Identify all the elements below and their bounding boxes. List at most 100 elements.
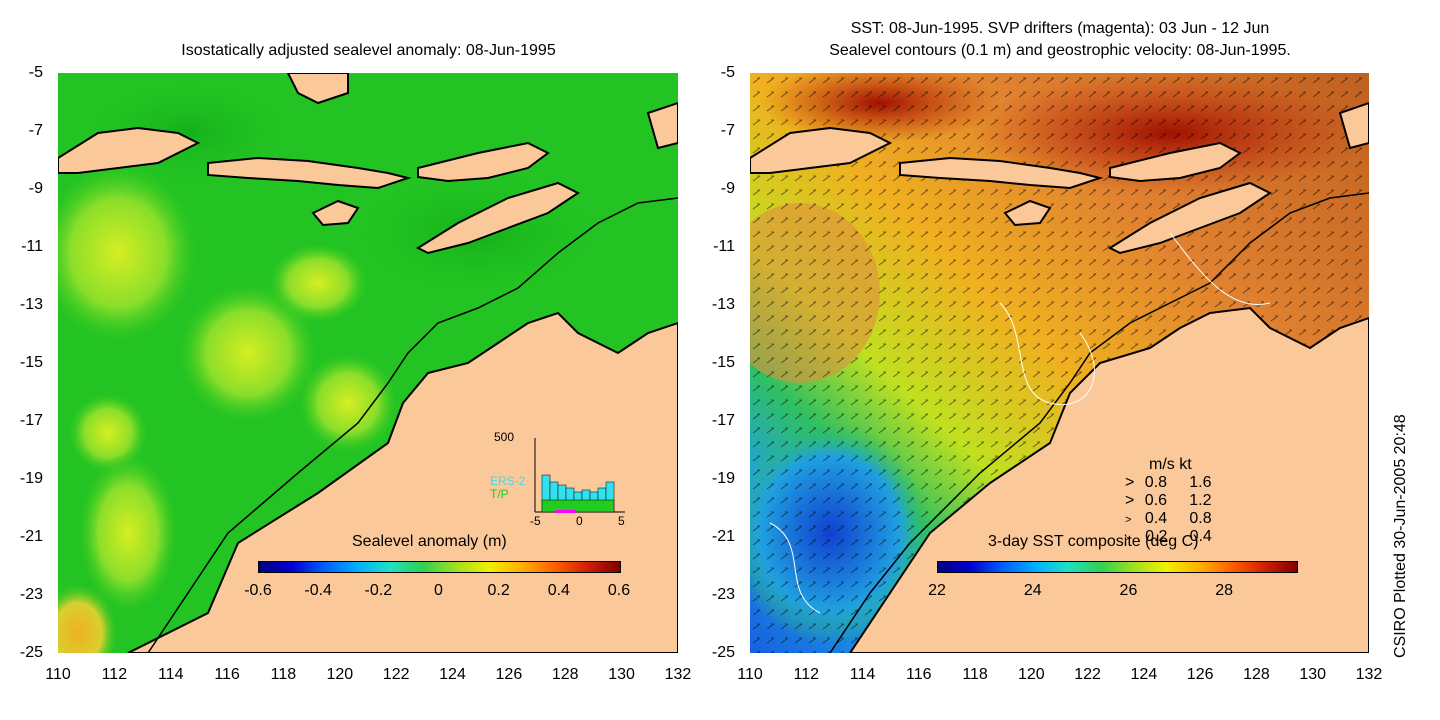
x-tick-label: 128 (551, 666, 579, 683)
left-island-timor (415, 181, 580, 255)
x-tick-label: 128 (1243, 666, 1270, 683)
right-island-java (750, 126, 893, 174)
left-island-java (58, 126, 201, 174)
y-tick-label: -25 (711, 644, 735, 661)
y-tick-label: -5 (28, 64, 43, 81)
colorbar-tick-label: 0 (434, 582, 443, 599)
x-tick-label: 120 (326, 666, 354, 683)
x-tick-label: 124 (439, 666, 466, 683)
y-tick-label: -9 (28, 180, 43, 197)
y-tick-label: -11 (21, 238, 43, 255)
velocity-legend-ms: 0.8 (1144, 474, 1168, 491)
velocity-legend-kt: 1.6 (1189, 474, 1212, 491)
histogram-xtick: 0 (576, 514, 583, 528)
velocity-legend-ms: 0.2 (1145, 528, 1168, 545)
left-island-east (646, 101, 678, 150)
hist-drifter-marker (556, 510, 576, 513)
left-panel-title: Isostatically adjusted sealevel anomaly:… (181, 42, 556, 59)
x-tick-label: 118 (270, 666, 297, 683)
x-tick-label: 124 (1130, 666, 1158, 683)
colorbar-tick-label: 0.4 (547, 582, 570, 599)
left-island-sumba (311, 199, 360, 227)
y-tick-label: -21 (19, 528, 43, 545)
y-tick-label: -7 (28, 122, 43, 139)
left-island-north (286, 73, 349, 105)
y-tick-label: -19 (19, 470, 43, 487)
left-anomaly-blob (298, 353, 398, 453)
x-tick-label: 130 (608, 666, 635, 683)
x-tick-label: 114 (849, 666, 876, 683)
velocity-legend-ms: 0.4 (1144, 510, 1168, 527)
left-island-flores (417, 141, 550, 183)
colorbar-tick-label: 28 (1215, 582, 1234, 599)
y-tick-label: -17 (19, 412, 43, 429)
right-island-bali-nusa (899, 156, 1104, 190)
x-tick-label: 118 (962, 666, 988, 683)
colorbar-tick-label: 22 (928, 582, 946, 599)
y-tick-label: -25 (19, 644, 43, 661)
right-island-flores (1109, 141, 1242, 183)
colorbar-tick-label: 26 (1119, 582, 1138, 599)
right-map-svg (750, 73, 1369, 653)
x-tick-label: 122 (382, 666, 410, 683)
velocity-legend-kt: 0.4 (1189, 528, 1212, 545)
left-anomaly-blob (268, 243, 368, 323)
x-tick-label: 132 (664, 666, 692, 683)
x-tick-label: 120 (1017, 666, 1045, 683)
left-colorbar-label: Sealevel anomaly (m) (352, 533, 507, 550)
left-anomaly-blob (178, 283, 318, 423)
x-tick-label: 130 (1299, 666, 1327, 683)
left-anomaly-blob (78, 453, 178, 613)
y-tick-label: -23 (711, 586, 735, 603)
x-tick-label: 116 (906, 666, 932, 683)
colorbar-tick-label: -0.4 (304, 582, 332, 599)
y-tick-label: -7 (720, 122, 735, 139)
sealevel-contour (999, 302, 1095, 405)
velocity-legend-ms: 0.6 (1144, 492, 1168, 509)
y-tick-label: -5 (720, 64, 735, 81)
colorbar-tick-label: -0.2 (364, 582, 393, 599)
colorbar-tick-label: 24 (1023, 582, 1042, 599)
velocity-legend-row: > 0.8 1.6 (1125, 474, 1212, 492)
hist-bar-tp (541, 499, 615, 513)
y-tick-label: -17 (711, 412, 735, 429)
sealevel-contour (1169, 232, 1271, 305)
footer-plot-credit: CSIRO Plotted 30-Jun-2005 20:48 (1392, 414, 1409, 658)
y-tick-label: -21 (711, 528, 735, 545)
y-tick-label: -9 (720, 180, 735, 197)
x-tick-label: 132 (1355, 666, 1383, 683)
y-tick-label: -13 (19, 296, 43, 313)
left-map-svg (58, 73, 678, 653)
histogram-xtick: 5 (618, 514, 625, 528)
colorbar-tick-label: 0.2 (487, 582, 510, 599)
right-colorbar-label: 3-day SST composite (deg C) (988, 533, 1199, 550)
x-tick-label: 116 (214, 666, 240, 683)
right-map (750, 73, 1369, 653)
velocity-legend-kt: 1.2 (1189, 492, 1212, 509)
left-island-bali-nusa (207, 156, 412, 190)
histogram-svg (534, 438, 625, 513)
histogram-inset: 500 ERS-2 T/P -5 0 5 (490, 430, 630, 530)
x-tick-label: 126 (1186, 666, 1214, 683)
velocity-arrow-icon: > (1125, 474, 1135, 491)
y-tick-label: -23 (19, 586, 43, 603)
x-tick-label: 122 (1074, 666, 1101, 683)
x-tick-label: 114 (157, 666, 184, 683)
x-tick-label: 110 (45, 666, 71, 683)
colorbar-tick-label: -0.6 (244, 582, 272, 599)
y-tick-label: -15 (711, 354, 735, 371)
velocity-legend-kt: 0.8 (1189, 510, 1212, 527)
left-shelf-contour (147, 197, 678, 653)
right-shelf-contour (829, 192, 1369, 653)
left-anomaly-blob (58, 583, 118, 653)
right-panel-title-line1: SST: 08-Jun-1995. SVP drifters (magenta)… (850, 20, 1270, 37)
velocity-arrow-icon: > (1125, 514, 1132, 526)
velocity-arrow-icon: > (1125, 534, 1130, 543)
x-tick-label: 126 (495, 666, 523, 683)
right-colorbar (937, 561, 1298, 573)
left-map (58, 73, 678, 653)
velocity-legend-header: m/s kt (1149, 456, 1192, 473)
x-tick-label: 112 (101, 666, 128, 683)
x-tick-label: 110 (737, 666, 763, 683)
velocity-legend: m/s kt > 0.8 1.6 > 0.6 1.2 > 0.4 0.8 > 0… (1125, 456, 1265, 566)
